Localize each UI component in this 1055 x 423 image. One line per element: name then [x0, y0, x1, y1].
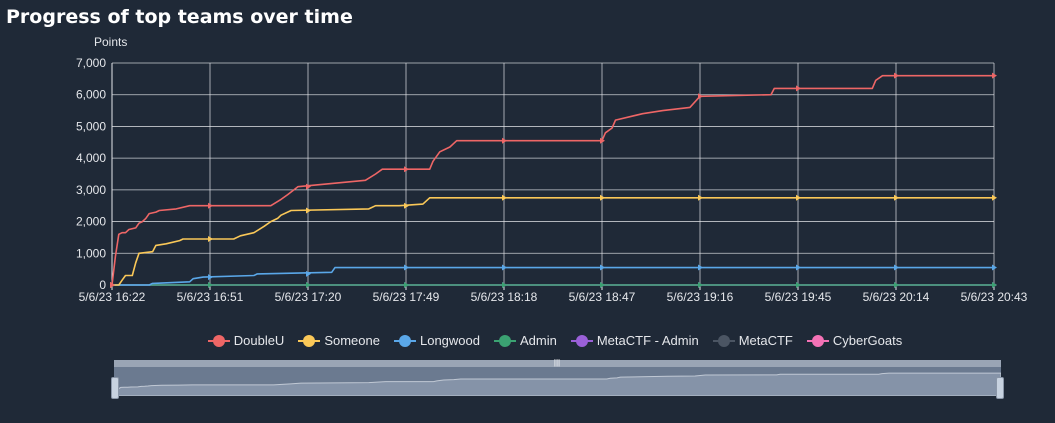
- legend-item[interactable]: CyberGoats: [806, 333, 903, 348]
- series-doubleu: [110, 72, 997, 288]
- zoom-handle-left[interactable]: [111, 377, 119, 399]
- series-line: [111, 74, 994, 286]
- series-point: [894, 194, 899, 201]
- x-tick-label: 5/6/23 20:43: [961, 290, 1028, 304]
- series-point: [404, 282, 409, 288]
- series-point: [306, 183, 311, 190]
- y-tick-label: 3,000: [76, 183, 106, 197]
- series-point: [404, 166, 409, 173]
- legend-label: Someone: [324, 333, 380, 348]
- x-tick-label: 5/6/23 17:20: [275, 290, 342, 304]
- y-tick-label: 2,000: [76, 215, 106, 229]
- series-point: [796, 282, 801, 288]
- series-point: [306, 282, 311, 288]
- series-point: [600, 282, 605, 288]
- series-point: [992, 194, 997, 201]
- y-tick-label: 0: [99, 278, 106, 292]
- grid: [111, 62, 995, 290]
- series-point: [502, 264, 507, 271]
- series-point: [698, 264, 703, 271]
- series-point: [208, 274, 213, 281]
- y-axis-ticks: 0 1,000 2,000 3,000 4,000 5,000 6,000 7,000: [76, 56, 106, 292]
- series-line: [112, 266, 994, 286]
- series-point: [894, 72, 899, 79]
- data-zoom-slider[interactable]: |||: [111, 358, 1004, 399]
- legend-swatch-icon: [493, 334, 516, 348]
- series-point: [404, 264, 409, 271]
- series-point: [600, 137, 605, 144]
- legend-label: MetaCTF - Admin: [596, 333, 699, 348]
- legend-label: DoubleU: [233, 333, 285, 348]
- y-axis-label: Points: [94, 35, 127, 49]
- series-point: [502, 282, 507, 288]
- legend-label: MetaCTF: [738, 333, 793, 348]
- legend-label: Admin: [519, 333, 557, 348]
- series-point: [306, 207, 311, 214]
- x-tick-label: 5/6/23 19:16: [667, 290, 734, 304]
- series-point: [110, 282, 115, 288]
- legend-label: CyberGoats: [832, 333, 903, 348]
- series-point: [600, 194, 605, 201]
- series-point: [992, 72, 997, 79]
- series-point: [698, 93, 703, 100]
- series-point: [502, 194, 507, 201]
- y-tick-label: 6,000: [76, 88, 106, 102]
- x-tick-label: 5/6/23 19:45: [765, 290, 832, 304]
- series-point: [208, 202, 213, 209]
- series-point: [698, 194, 703, 201]
- legend-swatch-icon: [712, 334, 735, 348]
- series-point: [502, 137, 507, 144]
- zoom-grip-icon[interactable]: |||: [553, 358, 561, 367]
- series-someone: [110, 194, 997, 288]
- series-line: [112, 197, 994, 286]
- series-point: [796, 85, 801, 92]
- series-point: [894, 282, 899, 288]
- series-point: [992, 282, 997, 288]
- series-point: [600, 264, 605, 271]
- zoom-handle-right[interactable]: [996, 377, 1004, 399]
- series-lines: [110, 72, 997, 288]
- legend: DoubleU Someone Longwood Admin MetaCTF - Adm…: [0, 333, 1055, 348]
- legend-swatch-icon: [298, 334, 321, 348]
- series-point: [698, 282, 703, 288]
- series-point: [208, 236, 213, 243]
- legend-swatch-icon: [207, 334, 230, 348]
- x-tick-label: 5/6/23 18:47: [569, 290, 636, 304]
- series-point: [992, 264, 997, 271]
- series-longwood: [110, 264, 997, 288]
- series-point: [894, 264, 899, 271]
- series-point: [404, 202, 409, 209]
- chart-title: Progress of top teams over time: [6, 6, 353, 28]
- x-tick-label: 5/6/23 18:18: [471, 290, 538, 304]
- legend-swatch-icon: [806, 334, 829, 348]
- series-point: [796, 264, 801, 271]
- y-tick-label: 5,000: [76, 119, 106, 133]
- legend-item[interactable]: MetaCTF: [712, 333, 793, 348]
- series-point: [796, 194, 801, 201]
- legend-swatch-icon: [570, 334, 593, 348]
- y-tick-label: 7,000: [76, 56, 106, 70]
- legend-swatch-icon: [393, 334, 416, 348]
- legend-item[interactable]: Longwood: [393, 333, 480, 348]
- x-tick-label: 5/6/23 17:49: [373, 290, 440, 304]
- legend-item[interactable]: DoubleU: [207, 333, 285, 348]
- legend-item[interactable]: Someone: [298, 333, 380, 348]
- legend-item[interactable]: Admin: [493, 333, 557, 348]
- series-point: [306, 270, 311, 277]
- legend-item[interactable]: MetaCTF - Admin: [570, 333, 699, 348]
- x-tick-label: 5/6/23 16:22: [79, 290, 146, 304]
- y-tick-label: 1,000: [76, 246, 106, 260]
- x-tick-label: 5/6/23 20:14: [863, 290, 930, 304]
- series-admin: [110, 282, 997, 288]
- legend-label: Longwood: [419, 333, 480, 348]
- series-point: [208, 282, 213, 288]
- x-axis-ticks: 5/6/23 16:22 5/6/23 16:51 5/6/23 17:20 5/6/…: [79, 290, 1028, 304]
- x-tick-label: 5/6/23 16:51: [177, 290, 244, 304]
- y-tick-label: 4,000: [76, 151, 106, 165]
- zoom-preview: [114, 372, 1001, 396]
